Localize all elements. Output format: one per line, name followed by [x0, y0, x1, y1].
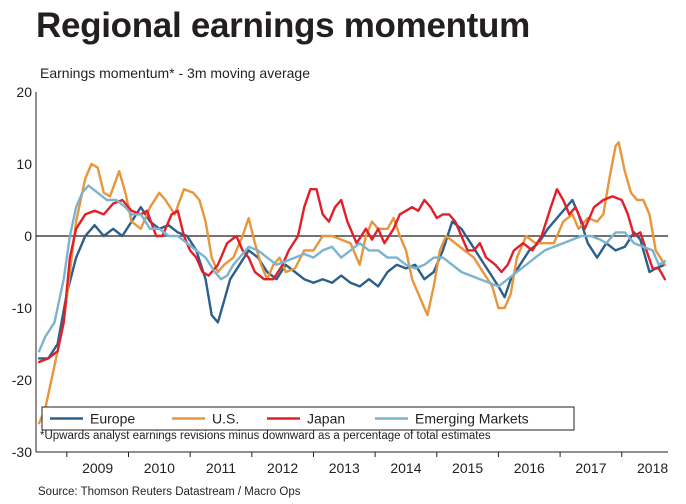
x-tick-label: 2017: [575, 460, 606, 476]
y-tick-label: 0: [24, 228, 32, 244]
x-tick-label: 2016: [514, 460, 545, 476]
x-tick-label: 2013: [329, 460, 360, 476]
x-tick-label: 2012: [267, 460, 298, 476]
legend: Europe U.S. Japan Emerging Markets: [41, 406, 575, 431]
legend-box: [41, 406, 575, 431]
series-line-japan: [37, 188, 667, 364]
y-tick-label: -10: [12, 300, 32, 316]
x-tick-label: 2009: [82, 460, 113, 476]
x-tick-label: 2018: [637, 460, 668, 476]
legend-label-europe: Europe: [90, 411, 135, 427]
x-tick-label: 2015: [452, 460, 483, 476]
y-tick-label: -20: [12, 372, 32, 388]
y-tick-label: 10: [16, 156, 32, 172]
legend-label-emerging-markets: Emerging Markets: [415, 411, 529, 427]
y-tick-label: -30: [12, 444, 32, 460]
legend-label-u-s-: U.S.: [212, 411, 239, 427]
y-tick-label: 20: [16, 84, 32, 100]
footnote: *Upwards analyst earnings revisions minu…: [40, 430, 491, 442]
x-tick-label: 2014: [390, 460, 421, 476]
series-line-emerging-markets: [37, 184, 667, 353]
series-line-u-s-: [37, 141, 667, 425]
chart-subtitle: Earnings momentum* - 3m moving average: [40, 65, 311, 81]
source-note: Source: Thomson Reuters Datastream / Mac…: [38, 486, 301, 498]
series-lines: [37, 141, 667, 425]
x-tick-label: 2010: [144, 460, 175, 476]
chart-title: Regional earnings momentum: [36, 6, 530, 45]
legend-label-japan: Japan: [307, 411, 345, 427]
x-tick-label: 2011: [206, 460, 236, 476]
series-line-europe: [37, 198, 667, 360]
